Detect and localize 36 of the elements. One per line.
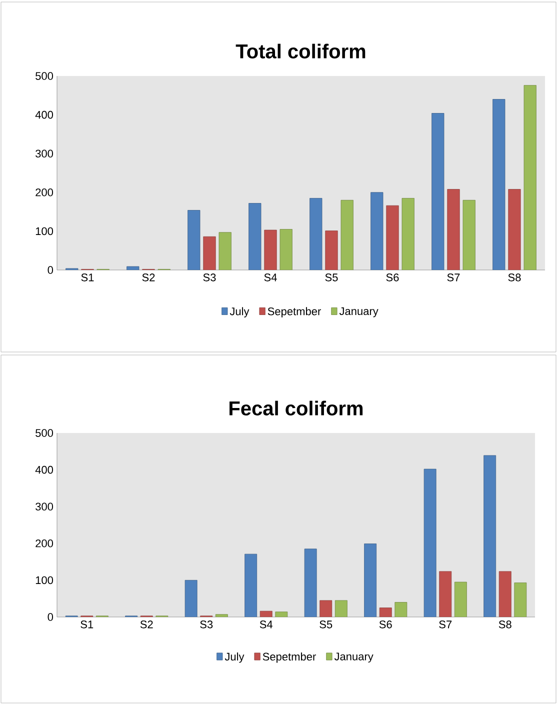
- x-tick-label: S8: [498, 620, 512, 628]
- y-tick-label: 300: [36, 150, 54, 158]
- x-tick-label: S6: [386, 274, 399, 282]
- x-tick-label: S6: [379, 620, 392, 628]
- y-tick-label: 300: [36, 502, 54, 510]
- y-tick-label: 200: [36, 540, 54, 548]
- legend-label: Sepetmber: [262, 652, 316, 663]
- x-tick-label: S1: [80, 620, 94, 628]
- x-tick-label: S2: [140, 620, 153, 628]
- x-tick-label: S3: [200, 620, 213, 628]
- chart-title: Total coliform: [236, 44, 366, 58]
- y-tick-label: 200: [36, 188, 54, 196]
- legend-label: January: [339, 307, 378, 318]
- x-tick-label: S5: [325, 274, 338, 282]
- legend-label: July: [230, 307, 250, 318]
- x-tick-label: S7: [447, 274, 460, 282]
- y-tick-label: 400: [35, 466, 54, 474]
- x-tick-label: S2: [142, 274, 155, 282]
- x-tick-label: S1: [81, 274, 94, 282]
- legend-label: January: [334, 652, 374, 663]
- x-tick-label: S4: [264, 274, 277, 282]
- x-tick-label: S3: [203, 274, 216, 282]
- y-tick-label: 0: [48, 613, 54, 621]
- legend-label: Sepetmber: [268, 307, 321, 318]
- legend-label: July: [224, 652, 244, 663]
- y-tick-label: 100: [36, 576, 54, 584]
- x-tick-label: S4: [260, 620, 273, 628]
- chart-title: Fecal coliform: [230, 400, 363, 416]
- y-tick-label: 100: [36, 227, 54, 236]
- y-tick-label: 0: [48, 266, 54, 274]
- y-tick-label: 500: [36, 72, 54, 80]
- x-tick-label: S5: [320, 620, 332, 628]
- x-tick-label: S8: [508, 274, 521, 282]
- y-tick-label: 400: [35, 110, 54, 119]
- x-tick-label: S7: [439, 620, 452, 628]
- y-tick-label: 500: [36, 429, 54, 437]
